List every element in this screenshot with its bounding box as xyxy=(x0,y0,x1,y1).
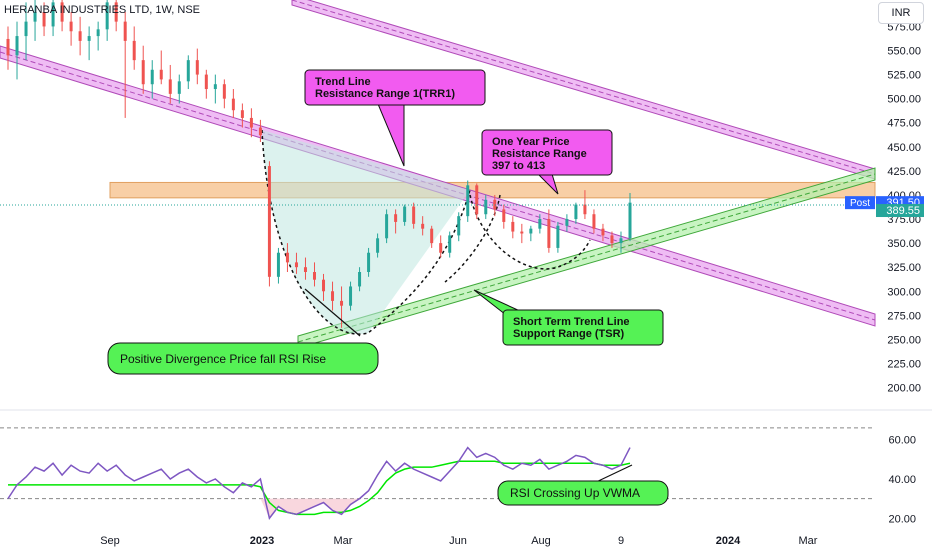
last-price-label: 389.55 xyxy=(886,205,920,217)
y-tick-label: 525.00 xyxy=(887,70,921,82)
y-tick-label: 425.00 xyxy=(887,166,921,178)
candle xyxy=(574,203,577,224)
callout-text: 397 to 413 xyxy=(492,160,545,172)
candle xyxy=(457,212,460,241)
y-tick-label: 500.00 xyxy=(887,94,921,106)
callout-text: Resistance Range xyxy=(492,148,587,160)
candle xyxy=(466,181,469,222)
x-tick-label: Jun xyxy=(449,535,467,547)
y-tick-label: 200.00 xyxy=(887,383,921,395)
resistance-zone xyxy=(110,182,875,197)
x-tick-label: Mar xyxy=(799,535,818,547)
x-tick-label: 2024 xyxy=(716,535,741,547)
currency-button[interactable]: INR xyxy=(878,2,924,24)
candle xyxy=(223,79,226,108)
candle xyxy=(629,193,632,241)
candle xyxy=(556,222,559,253)
divergence-callout: Positive Divergence Price fall RSI Rise xyxy=(108,343,378,374)
candle xyxy=(277,248,280,284)
candle xyxy=(475,183,478,219)
y-tick-label: 325.00 xyxy=(887,262,921,274)
candle xyxy=(385,209,388,243)
candle xyxy=(214,75,217,104)
candle xyxy=(529,226,532,241)
y-tick-label: 250.00 xyxy=(887,334,921,346)
candle xyxy=(70,12,73,46)
y-tick-label: 225.00 xyxy=(887,358,921,370)
callout-text: Support Range (TSR) xyxy=(513,328,625,340)
callout-text: Resistance Range 1(TRR1) xyxy=(315,88,455,100)
candle xyxy=(520,224,523,243)
x-tick-label: 9 xyxy=(618,535,624,547)
candle xyxy=(142,46,145,94)
callout-text: Positive Divergence Price fall RSI Rise xyxy=(120,352,326,366)
candle xyxy=(511,216,514,238)
x-tick-label: Mar xyxy=(334,535,353,547)
candle xyxy=(196,49,199,85)
y-tick-label: 550.00 xyxy=(887,46,921,58)
rsi-tick-label: 20.00 xyxy=(888,513,916,525)
y-tick-label: 275.00 xyxy=(887,310,921,322)
x-tick-label: 2023 xyxy=(250,535,274,547)
y-tick-label: 450.00 xyxy=(887,142,921,154)
candle xyxy=(133,26,136,69)
candle xyxy=(88,26,91,60)
candle xyxy=(259,120,262,142)
candle xyxy=(160,51,163,85)
candle xyxy=(232,89,235,118)
callout-text: Trend Line xyxy=(315,76,371,88)
rsi-tick-label: 60.00 xyxy=(888,435,916,447)
x-tick-label: Sep xyxy=(100,535,120,547)
x-tick-label: Aug xyxy=(531,535,551,547)
callout-text: Short Term Trend Line xyxy=(513,316,630,328)
callout-text: One Year Price xyxy=(492,136,569,148)
y-tick-label: 475.00 xyxy=(887,118,921,130)
y-tick-label: 350.00 xyxy=(887,238,921,250)
rsi-cross-callout: RSI Crossing Up VWMA xyxy=(498,481,668,505)
candle xyxy=(448,232,451,258)
candle xyxy=(79,17,82,56)
candle xyxy=(178,75,181,104)
candle xyxy=(7,26,10,69)
candle xyxy=(205,70,208,99)
candle xyxy=(187,55,190,89)
y-tick-label: 300.00 xyxy=(887,286,921,298)
candle xyxy=(439,235,442,257)
candle xyxy=(97,22,100,51)
callout-text: RSI Crossing Up VWMA xyxy=(510,486,640,500)
candle xyxy=(268,161,271,286)
rsi-tick-label: 40.00 xyxy=(888,474,916,486)
candle xyxy=(16,22,19,80)
post-tag-label: Post xyxy=(850,198,870,209)
candle xyxy=(124,12,127,118)
chart-title: HERANBA INDUSTRIES LTD, 1W, NSE xyxy=(4,4,200,16)
trr1-pointer xyxy=(378,104,404,166)
